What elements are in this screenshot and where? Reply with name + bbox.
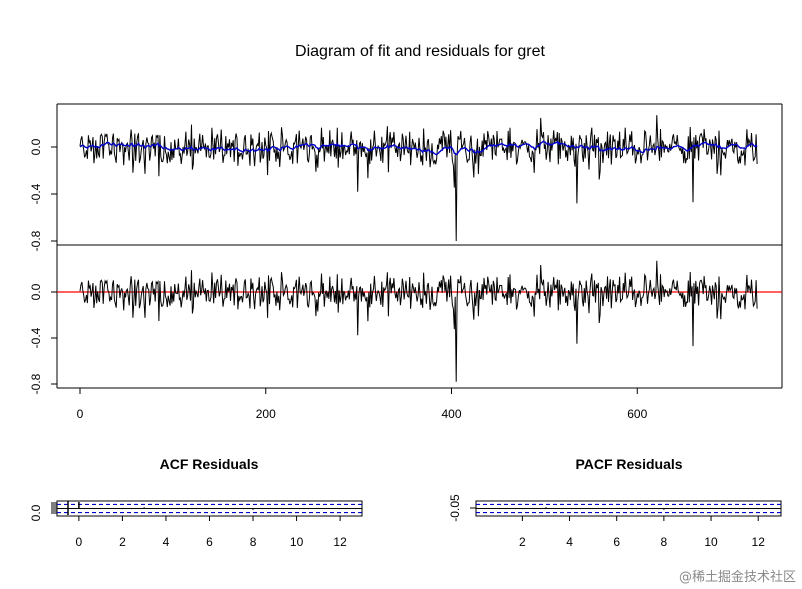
residual-y-tick-label: 0.0 <box>29 283 43 300</box>
pacf-x-tick-label: 12 <box>752 535 766 549</box>
residual-x-axis: 0 200 400 600 <box>77 388 648 421</box>
x-tick-label: 600 <box>627 407 647 421</box>
acf-x-tick-label: 12 <box>333 535 347 549</box>
residual-y-axis: 0.0 -0.4 -0.8 <box>29 283 57 394</box>
pacf-y-tick-label: -0.05 <box>448 494 462 522</box>
residual-panel: 0.0 -0.4 -0.8 0 200 400 600 <box>29 245 783 421</box>
acf-x-tick-label: 6 <box>206 535 213 549</box>
acf-x-tick-label: 8 <box>250 535 257 549</box>
fit-y-tick-label: -0.8 <box>29 230 43 251</box>
pacf-x-tick-label: 10 <box>704 535 718 549</box>
residual-y-tick-label: -0.4 <box>29 327 43 348</box>
acf-x-tick-label: 2 <box>119 535 126 549</box>
residual-series-line <box>79 260 758 382</box>
pacf-x-tick-label: 8 <box>661 535 668 549</box>
x-tick-label: 0 <box>77 407 84 421</box>
fit-y-axis: 0.0 -0.4 -0.8 <box>29 138 57 251</box>
fit-panel: 0.0 -0.4 -0.8 <box>29 103 783 251</box>
figure-title: Diagram of fit and residuals for gret <box>295 43 545 60</box>
acf-title: ACF Residuals <box>160 456 259 472</box>
x-tick-label: 200 <box>256 407 276 421</box>
pacf-title: PACF Residuals <box>575 456 682 472</box>
fit-series-line <box>79 115 758 242</box>
acf-x-tick-label: 0 <box>76 535 83 549</box>
fit-y-tick-label: -0.4 <box>29 183 43 204</box>
acf-x-tick-label: 10 <box>290 535 304 549</box>
acf-x-tick-label: 4 <box>163 535 170 549</box>
fitted-series-line <box>79 140 758 156</box>
fit-y-tick-label: 0.0 <box>29 138 43 155</box>
acf-panel: 0 2 4 6 8 10 12 0.0 <box>29 500 363 549</box>
acf-y-tick-label: 0.0 <box>29 504 43 521</box>
pacf-panel: 2 4 6 8 10 12 -0.05 <box>448 494 782 549</box>
pacf-x-tick-label: 6 <box>613 535 620 549</box>
pacf-x-tick-label: 2 <box>519 535 526 549</box>
watermark-text: @稀土掘金技术社区 <box>678 570 796 585</box>
residual-y-tick-label: -0.8 <box>29 373 43 394</box>
x-tick-label: 400 <box>441 407 461 421</box>
pacf-x-tick-label: 4 <box>566 535 573 549</box>
